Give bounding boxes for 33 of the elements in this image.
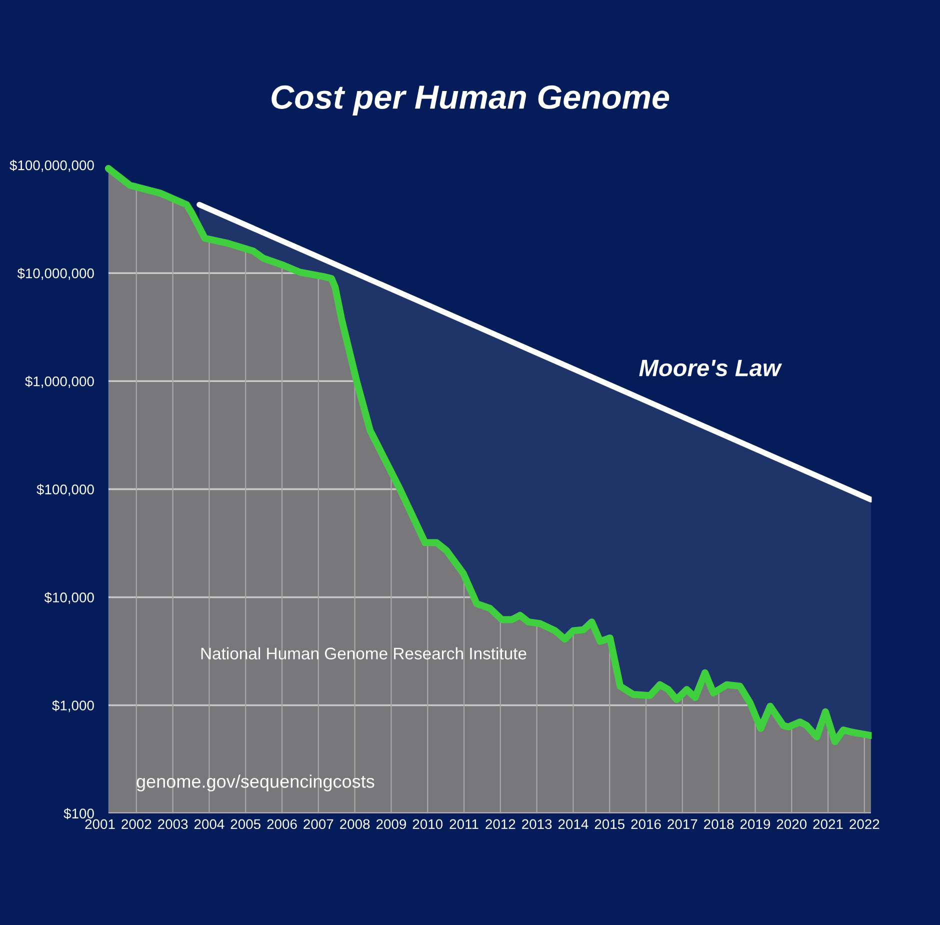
y-tick-label: $100 xyxy=(64,808,94,820)
x-tick-label: 2004 xyxy=(194,819,224,830)
x-tick-label: 2019 xyxy=(740,819,770,830)
x-tick-label: 2006 xyxy=(267,819,297,830)
y-tick-label: $10,000 xyxy=(44,592,94,604)
annotation: National Human Genome Research Institute xyxy=(201,647,526,660)
series-label: Moore's Law xyxy=(639,360,782,376)
x-tick-label: 2014 xyxy=(558,819,588,830)
y-tick-label: $1,000 xyxy=(52,700,94,712)
x-tick-label: 2002 xyxy=(122,819,152,830)
x-tick-label: 2007 xyxy=(304,819,334,830)
x-tick-label: 2013 xyxy=(522,819,552,830)
y-tick-label: $100,000,000 xyxy=(10,160,94,172)
annotation: genome.gov/sequencingcosts xyxy=(136,774,374,792)
chart-title: Cost per Human Genome xyxy=(272,85,670,116)
x-tick-label: 2020 xyxy=(776,819,807,830)
x-tick-label: 2011 xyxy=(450,819,478,830)
x-tick-label: 2022 xyxy=(850,819,880,830)
x-tick-label: 2017 xyxy=(668,819,698,830)
x-tick-label: 2016 xyxy=(631,819,661,830)
x-tick-label: 2003 xyxy=(158,819,188,830)
x-tick-label: 2015 xyxy=(594,819,624,830)
y-tick-label: $1,000,000 xyxy=(25,376,94,388)
x-tick-label: 2009 xyxy=(376,819,406,830)
x-tick-label: 2012 xyxy=(486,819,516,830)
x-tick-label: 2001 xyxy=(85,819,115,830)
x-tick-label: 2005 xyxy=(230,819,260,830)
x-tick-label: 2018 xyxy=(704,819,734,830)
y-tick-label: $100,000 xyxy=(36,484,94,496)
y-tick-label: $10,000,000 xyxy=(17,268,94,280)
x-tick-label: 2010 xyxy=(412,819,443,830)
x-tick-label: 2008 xyxy=(340,819,370,830)
x-tick-label: 2021 xyxy=(813,819,843,830)
